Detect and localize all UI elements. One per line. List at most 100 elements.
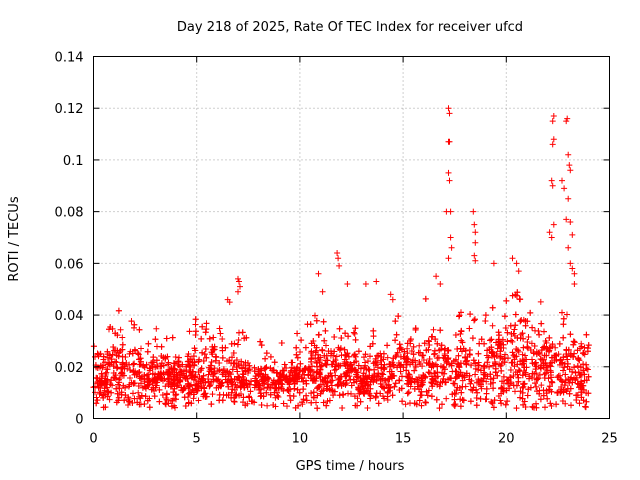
- data-point: [216, 391, 223, 398]
- data-point: [399, 373, 405, 380]
- data-point: [112, 347, 119, 354]
- data-point: [186, 328, 193, 335]
- plot-frame: [93, 56, 610, 419]
- data-point: [559, 309, 565, 316]
- data-point: [442, 345, 449, 352]
- data-point: [511, 326, 518, 333]
- data-point: [380, 356, 387, 363]
- data-point: [215, 376, 222, 383]
- data-point: [319, 378, 326, 385]
- data-point: [542, 404, 548, 411]
- data-point: [533, 404, 540, 411]
- data-point: [284, 386, 291, 393]
- data-point: [276, 373, 283, 380]
- data-point: [584, 348, 591, 355]
- data-point: [365, 358, 371, 365]
- data-point: [127, 367, 134, 373]
- data-point: [512, 322, 519, 329]
- data-point: [165, 376, 171, 383]
- data-point: [455, 363, 462, 370]
- data-point: [115, 394, 122, 401]
- data-point: [141, 401, 148, 407]
- data-point: [348, 362, 355, 369]
- data-point: [165, 381, 172, 388]
- data-point: [331, 363, 338, 370]
- data-point: [261, 385, 267, 392]
- data-point: [520, 344, 527, 351]
- data-point: [181, 394, 188, 401]
- data-point: [571, 364, 577, 370]
- data-point: [440, 375, 447, 382]
- data-point: [562, 371, 569, 378]
- data-point: [529, 403, 536, 410]
- data-point: [543, 370, 549, 377]
- data-point: [577, 380, 584, 387]
- data-point: [262, 355, 269, 362]
- data-point: [514, 347, 521, 354]
- x-tick-label: 25: [601, 432, 618, 447]
- data-point: [423, 347, 430, 354]
- data-point: [462, 354, 469, 360]
- data-point: [512, 311, 519, 318]
- data-point: [520, 335, 527, 342]
- data-point: [328, 382, 335, 389]
- data-point: [566, 162, 573, 169]
- data-point: [156, 398, 163, 405]
- data-point: [162, 400, 169, 407]
- data-point: [315, 355, 322, 362]
- data-point: [405, 389, 412, 396]
- x-tick-label: 15: [395, 432, 412, 447]
- data-point: [577, 364, 584, 371]
- data-point: [237, 283, 243, 290]
- data-point: [436, 405, 443, 412]
- data-point: [215, 368, 221, 375]
- data-point: [241, 384, 248, 391]
- y-tick-label: 0.08: [55, 206, 84, 221]
- data-point: [348, 382, 355, 389]
- data-point: [379, 370, 385, 377]
- data-point: [391, 383, 398, 390]
- data-point: [380, 350, 387, 357]
- data-point: [93, 400, 100, 407]
- data-point: [313, 369, 320, 376]
- data-point: [190, 353, 197, 360]
- data-point: [538, 365, 544, 372]
- data-point: [499, 378, 505, 385]
- data-point: [311, 394, 317, 401]
- data-point: [264, 402, 271, 409]
- data-point: [517, 368, 523, 375]
- data-point: [397, 344, 404, 351]
- data-point: [560, 334, 567, 341]
- data-point: [229, 354, 235, 361]
- data-point: [94, 397, 101, 404]
- data-point: [332, 372, 339, 379]
- data-point: [557, 361, 563, 368]
- data-point: [145, 340, 152, 347]
- data-point: [581, 371, 588, 378]
- data-point: [499, 385, 506, 392]
- data-point: [416, 397, 423, 404]
- data-point: [344, 350, 351, 357]
- data-point: [547, 400, 554, 407]
- data-point: [471, 317, 478, 324]
- data-point: [341, 371, 348, 377]
- data-point: [402, 401, 409, 408]
- data-point: [486, 346, 493, 353]
- data-point: [370, 333, 377, 340]
- data-points: [90, 105, 592, 412]
- data-point: [392, 337, 399, 344]
- data-point: [403, 359, 409, 366]
- data-point: [536, 351, 543, 357]
- data-point: [335, 255, 342, 262]
- data-point: [414, 383, 421, 390]
- data-point: [571, 281, 578, 287]
- data-point: [352, 336, 359, 343]
- data-point: [460, 397, 467, 404]
- data-point: [569, 231, 576, 238]
- data-point: [300, 378, 307, 385]
- data-point: [210, 347, 217, 353]
- data-point: [128, 379, 135, 386]
- data-point: [532, 359, 539, 366]
- data-point: [495, 336, 502, 343]
- data-point: [567, 376, 574, 383]
